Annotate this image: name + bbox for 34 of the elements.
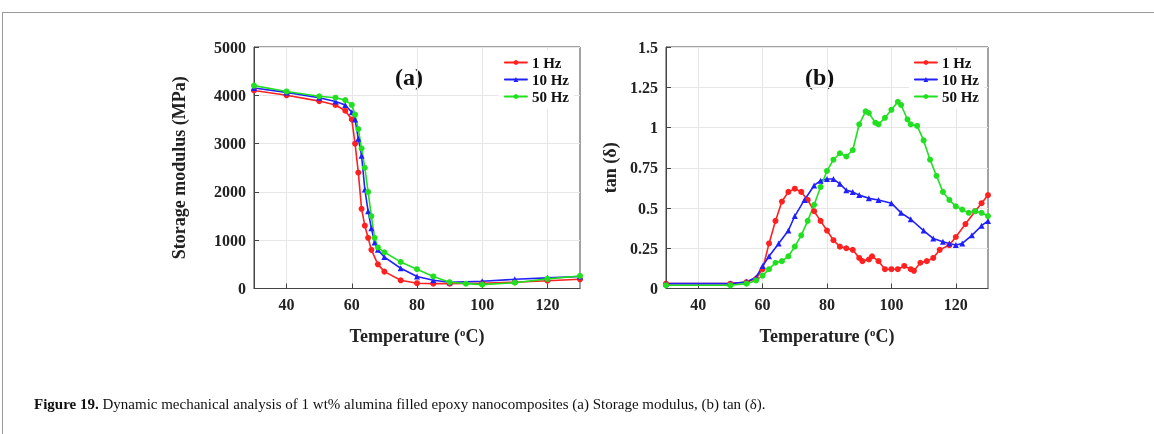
x-tick-label: 80	[409, 296, 425, 313]
y-tick-label: 0	[650, 280, 658, 297]
y-tick-label: 0	[238, 280, 246, 297]
x-tick-label: 120	[535, 296, 560, 313]
x-tick-label: 40	[690, 296, 707, 313]
x-tick-label: 120	[943, 296, 968, 313]
legend-label: 10 Hz	[941, 71, 980, 88]
legend-label: 1 Hz	[941, 54, 972, 71]
y-axis-title: Storage modulus (MPa)	[169, 76, 190, 260]
x-tick-label: 60	[343, 296, 360, 313]
y-tick-label: 3000	[214, 135, 246, 153]
y-tick-label: 0.25	[630, 239, 658, 257]
caption: Figure 19. Dynamic mechanical analysis of 1 wt% alumina filled epoxy nanocomposites (a) Storage modulus, (b) tan (δ).	[34, 396, 766, 413]
x-tick-label: 100	[879, 296, 904, 313]
legend-label: 10 Hz	[531, 71, 570, 88]
x-tick-label: 60	[754, 296, 771, 313]
y-tick-label: 0.5	[638, 199, 658, 217]
y-axis-title: tan (δ)	[600, 142, 622, 194]
y-tick-label: 1000	[214, 231, 246, 249]
y-tick-label: 0.75	[630, 159, 658, 177]
annotation: (a)	[395, 64, 423, 90]
y-tick-label: 5000	[214, 38, 246, 56]
x-tick-label: 40	[278, 296, 295, 313]
x-tick-label: 80	[819, 296, 835, 313]
legend-label: 1 Hz	[531, 54, 562, 71]
y-tick-label: 4000	[214, 86, 246, 104]
legend-label: 50 Hz	[941, 88, 980, 105]
x-tick-label: 100	[470, 296, 495, 313]
y-tick-label: 1.5	[638, 38, 658, 56]
y-tick-label: 2000	[214, 183, 246, 201]
legend-label: 50 Hz	[531, 88, 570, 105]
y-tick-label: 1.25	[630, 78, 658, 96]
y-tick-label: 1	[650, 119, 658, 136]
annotation: (b)	[805, 64, 835, 90]
